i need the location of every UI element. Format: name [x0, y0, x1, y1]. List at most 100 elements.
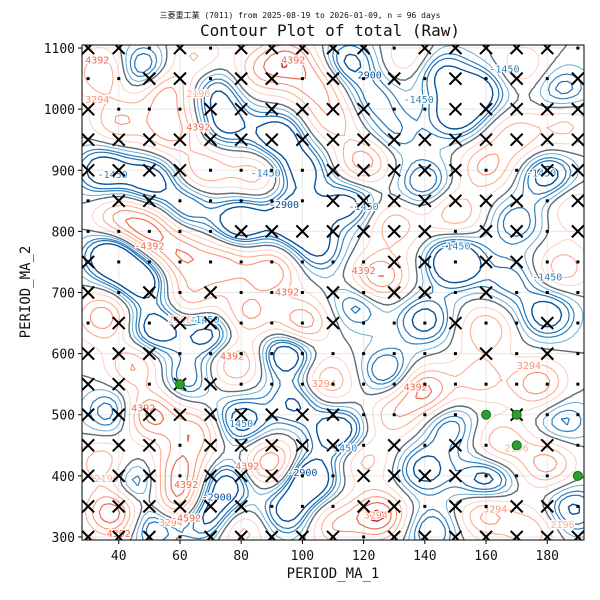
grid-dot [209, 229, 213, 233]
x-tick-label: 80 [233, 549, 249, 564]
grid-dot [239, 352, 243, 356]
grid-dot [362, 321, 366, 325]
x-marker [571, 102, 584, 116]
x-marker [418, 255, 432, 269]
x-marker [509, 255, 524, 269]
x-marker [418, 224, 432, 239]
x-marker [356, 102, 371, 116]
grid-dot [484, 321, 488, 325]
x-marker [326, 45, 340, 55]
grid-dot [86, 321, 90, 325]
x-marker [540, 45, 554, 55]
grid-dot [453, 260, 457, 264]
grid-dot [117, 229, 121, 233]
x-marker [387, 438, 401, 452]
contour-line [98, 50, 433, 530]
x-marker [540, 499, 554, 514]
contour-label: 3294 [159, 518, 183, 529]
grid-dot [178, 474, 182, 478]
contour-label: -4392 [134, 242, 164, 253]
grid-dot [423, 107, 427, 111]
grid-dot [147, 260, 151, 264]
x-marker [82, 499, 95, 514]
grid-dot [423, 77, 427, 81]
x-marker [448, 71, 463, 86]
contour-line [90, 45, 558, 536]
x-marker [509, 499, 524, 514]
grid-dot [209, 168, 213, 172]
x-marker [326, 102, 340, 116]
x-marker [265, 408, 279, 422]
x-marker [234, 224, 248, 239]
x-marker [234, 102, 248, 116]
x-tick-label: 160 [474, 549, 497, 564]
x-marker [356, 499, 371, 514]
grid-dot [300, 168, 304, 172]
grid-dot [331, 382, 335, 386]
y-tick-label: 400 [52, 470, 75, 485]
contour-label: 4392 [186, 123, 210, 134]
x-marker [295, 102, 310, 116]
grid-dot [576, 382, 580, 386]
grid-dot [239, 291, 243, 294]
x-marker [356, 45, 371, 55]
x-marker [82, 377, 95, 391]
x-marker [82, 408, 95, 422]
x-marker [203, 377, 218, 391]
x-marker [326, 194, 340, 208]
x-marker [326, 133, 340, 147]
x-marker [82, 346, 95, 361]
x-marker [112, 133, 126, 147]
x-marker [479, 285, 493, 300]
x-marker [112, 469, 126, 483]
grid-dot [545, 291, 549, 294]
contour-layer [82, 45, 584, 540]
x-marker [112, 163, 126, 177]
grid-dot [209, 352, 213, 356]
contour-label: 3294 [483, 505, 507, 516]
x-axis-label: PERIOD_MA_1 [287, 566, 380, 582]
contour-label: -2900 [269, 200, 299, 211]
x-marker [234, 408, 248, 422]
contour-label: -1450 [532, 272, 562, 283]
grid-dot [484, 382, 488, 386]
x-marker [82, 438, 95, 452]
grid-dot [300, 77, 304, 81]
x-tick-label: 60 [172, 549, 188, 564]
contour-label: -4592 [171, 514, 201, 525]
x-marker [387, 224, 401, 239]
x-marker [448, 194, 463, 208]
y-tick-label: 1100 [44, 42, 75, 57]
x-marker [326, 438, 340, 452]
grid-dot [270, 382, 274, 386]
x-marker [479, 102, 493, 116]
contour-label: 3294 [85, 95, 109, 106]
y-tick-label: 800 [52, 225, 75, 240]
y-tick-label: 700 [52, 287, 75, 302]
grid-dot [392, 352, 396, 356]
x-marker [234, 530, 248, 540]
x-marker [540, 102, 554, 116]
grid-dot [453, 382, 457, 386]
x-marker [418, 163, 432, 177]
grid-dot [545, 77, 549, 81]
contour-label: 4392 [404, 382, 428, 393]
grid-dot [362, 413, 366, 417]
grid-dot [209, 77, 213, 81]
grid-dot [178, 107, 182, 111]
contour-label: -2900 [287, 468, 317, 479]
grid-dot [392, 321, 396, 325]
chart-title: Contour Plot of total (Raw) [200, 21, 460, 40]
x-marker [173, 316, 187, 330]
contour-label: 3294 [517, 361, 541, 372]
grid-dot [362, 291, 366, 294]
grid-dot [362, 382, 366, 386]
x-marker [295, 224, 310, 239]
x-marker [571, 530, 584, 540]
y-tick-label: 600 [52, 348, 75, 363]
grid-dot [362, 443, 366, 447]
x-marker [571, 224, 584, 239]
x-marker [479, 255, 493, 269]
x-marker [509, 133, 524, 147]
contour-label: 2196 [186, 89, 210, 100]
